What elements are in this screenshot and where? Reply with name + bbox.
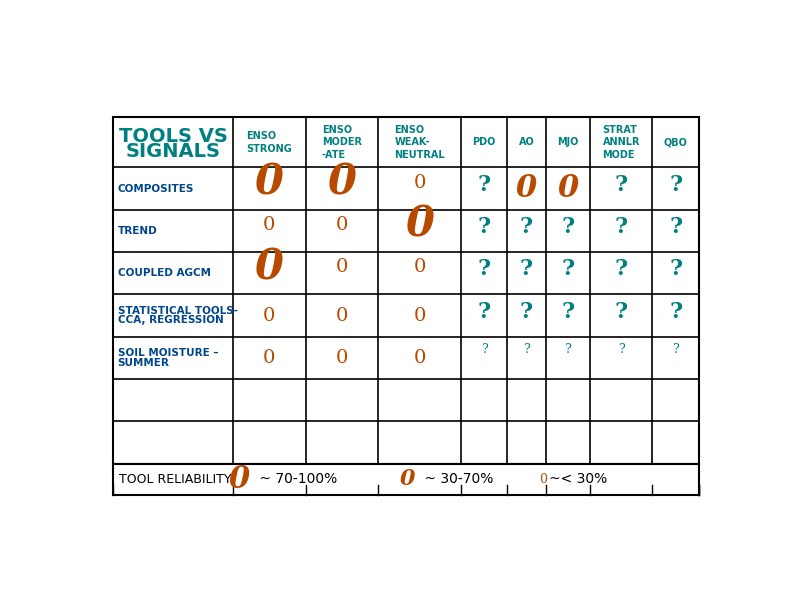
Text: ?: ? [562, 300, 574, 323]
Text: AO: AO [519, 137, 535, 147]
Text: 0: 0 [229, 464, 250, 494]
Text: PDO: PDO [472, 137, 496, 147]
Text: ~< 30%: ~< 30% [550, 472, 607, 486]
Text: ?: ? [478, 300, 491, 323]
Text: STRAT
ANNLR
MODE: STRAT ANNLR MODE [603, 125, 640, 160]
Text: ?: ? [523, 343, 530, 356]
Text: TOOL RELIABILITY:: TOOL RELIABILITY: [119, 472, 234, 486]
Text: ?: ? [669, 300, 682, 323]
Text: 0: 0 [400, 468, 415, 490]
Text: SUMMER: SUMMER [117, 357, 169, 368]
Text: COMPOSITES: COMPOSITES [117, 184, 194, 193]
Text: ?: ? [615, 300, 628, 323]
Text: SIGNALS: SIGNALS [125, 142, 220, 161]
Text: 0: 0 [539, 472, 547, 486]
Text: 0: 0 [263, 216, 276, 234]
Text: 0: 0 [255, 162, 284, 204]
Text: ENSO
STRONG: ENSO STRONG [246, 131, 292, 154]
Text: ?: ? [615, 216, 628, 238]
Bar [113, 464, 699, 494]
Text: 0: 0 [263, 349, 276, 367]
Text: ?: ? [520, 300, 533, 323]
Text: 0: 0 [413, 258, 426, 276]
Text: QBO: QBO [664, 137, 687, 147]
Text: ?: ? [565, 343, 571, 356]
Text: SOIL MOISTURE –: SOIL MOISTURE – [117, 348, 218, 359]
Text: 0: 0 [336, 349, 348, 367]
Text: 0: 0 [557, 173, 578, 204]
Text: ?: ? [478, 174, 491, 196]
Bar [113, 118, 699, 464]
Text: 0: 0 [336, 258, 348, 276]
Text: 0: 0 [327, 162, 356, 204]
Text: CCA, REGRESSION: CCA, REGRESSION [117, 315, 223, 325]
Text: TREND: TREND [117, 226, 158, 236]
Text: ?: ? [481, 343, 488, 356]
Text: MJO: MJO [557, 137, 578, 147]
Text: ENSO
WEAK-
NEUTRAL: ENSO WEAK- NEUTRAL [394, 125, 445, 160]
Text: 0: 0 [255, 246, 284, 288]
Text: 0: 0 [413, 307, 426, 324]
Text: 0: 0 [413, 349, 426, 367]
Text: ?: ? [672, 343, 679, 356]
Text: 0: 0 [516, 173, 537, 204]
Text: ?: ? [562, 216, 574, 238]
Text: ~ 70-100%: ~ 70-100% [255, 472, 337, 486]
Text: ?: ? [669, 216, 682, 238]
Text: 0: 0 [405, 204, 434, 246]
Text: ?: ? [615, 174, 628, 196]
Text: ~ 30-70%: ~ 30-70% [420, 472, 493, 486]
Text: 0: 0 [413, 174, 426, 192]
Text: 0: 0 [263, 307, 276, 324]
Text: STATISTICAL TOOLS-: STATISTICAL TOOLS- [117, 306, 238, 316]
Text: ?: ? [520, 258, 533, 280]
Text: ?: ? [478, 258, 491, 280]
Text: COUPLED AGCM: COUPLED AGCM [117, 268, 211, 278]
Text: TOOLS VS: TOOLS VS [119, 127, 227, 146]
Text: 0: 0 [336, 216, 348, 234]
Text: ?: ? [615, 258, 628, 280]
Text: 0: 0 [336, 307, 348, 324]
Text: ?: ? [669, 174, 682, 196]
Text: ?: ? [520, 216, 533, 238]
Text: ?: ? [618, 343, 625, 356]
Text: ?: ? [478, 216, 491, 238]
Text: ?: ? [562, 258, 574, 280]
Text: ?: ? [669, 258, 682, 280]
Text: ENSO
MODER
-ATE: ENSO MODER -ATE [322, 125, 362, 160]
